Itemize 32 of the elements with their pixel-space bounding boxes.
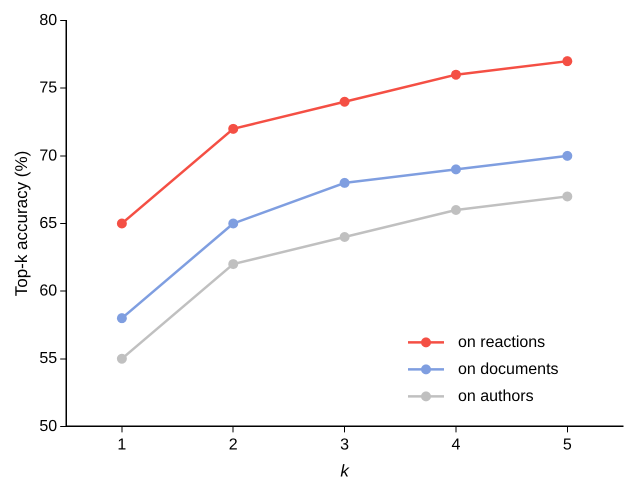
point xyxy=(228,124,238,134)
point xyxy=(228,218,238,228)
y-axis-title: Top-k accuracy (%) xyxy=(12,150,31,296)
x-tick-label: 2 xyxy=(228,436,238,454)
point xyxy=(340,178,350,188)
point xyxy=(562,56,572,66)
x-tick-label: 5 xyxy=(562,436,572,454)
legend-label: on authors xyxy=(458,388,534,405)
point xyxy=(116,354,127,364)
legend-label: on documents xyxy=(458,360,559,378)
y-tick-label: 55 xyxy=(39,350,58,368)
y-tick-label: 75 xyxy=(39,80,58,97)
point xyxy=(228,259,238,270)
x-axis-title: k xyxy=(340,462,350,481)
y-tick-label: 50 xyxy=(39,418,58,435)
point xyxy=(450,70,461,80)
point xyxy=(450,204,461,215)
point xyxy=(116,218,127,228)
y-tick-label: 65 xyxy=(39,214,58,232)
point xyxy=(116,313,127,324)
point xyxy=(562,191,572,202)
point xyxy=(450,164,461,174)
legend-label: on reactions xyxy=(458,334,546,351)
x-tick-label: 3 xyxy=(340,436,350,454)
x-tick-label: 4 xyxy=(452,436,461,454)
y-tick-label: 60 xyxy=(39,282,58,300)
point xyxy=(340,96,350,107)
y-tick-label: 80 xyxy=(39,12,58,30)
x-tick-label: 1 xyxy=(117,436,126,454)
point xyxy=(340,232,350,242)
y-tick-label: 70 xyxy=(39,147,58,164)
point xyxy=(562,150,572,161)
